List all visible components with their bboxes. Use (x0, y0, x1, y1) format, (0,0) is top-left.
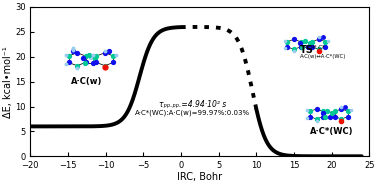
X-axis label: IRC, Bohr: IRC, Bohr (177, 171, 222, 181)
Text: A* C*: A* C* (311, 45, 325, 50)
Text: A·C(w): A·C(w) (71, 77, 102, 86)
Y-axis label: ΔE, kcal•mol⁻¹: ΔE, kcal•mol⁻¹ (3, 46, 14, 117)
Text: τₚₚ.ₚₚ.=4.94·10² s: τₚₚ.ₚₚ.=4.94·10² s (159, 100, 226, 109)
Text: A·C(w)↔A·C*(WC): A·C(w)↔A·C*(WC) (300, 54, 346, 59)
Text: A·C*(WC): A·C*(WC) (310, 127, 353, 136)
Text: TS: TS (300, 45, 314, 55)
Text: A·C*(WC):A·C(w)=99.97%:0.03%: A·C*(WC):A·C(w)=99.97%:0.03% (135, 109, 250, 116)
